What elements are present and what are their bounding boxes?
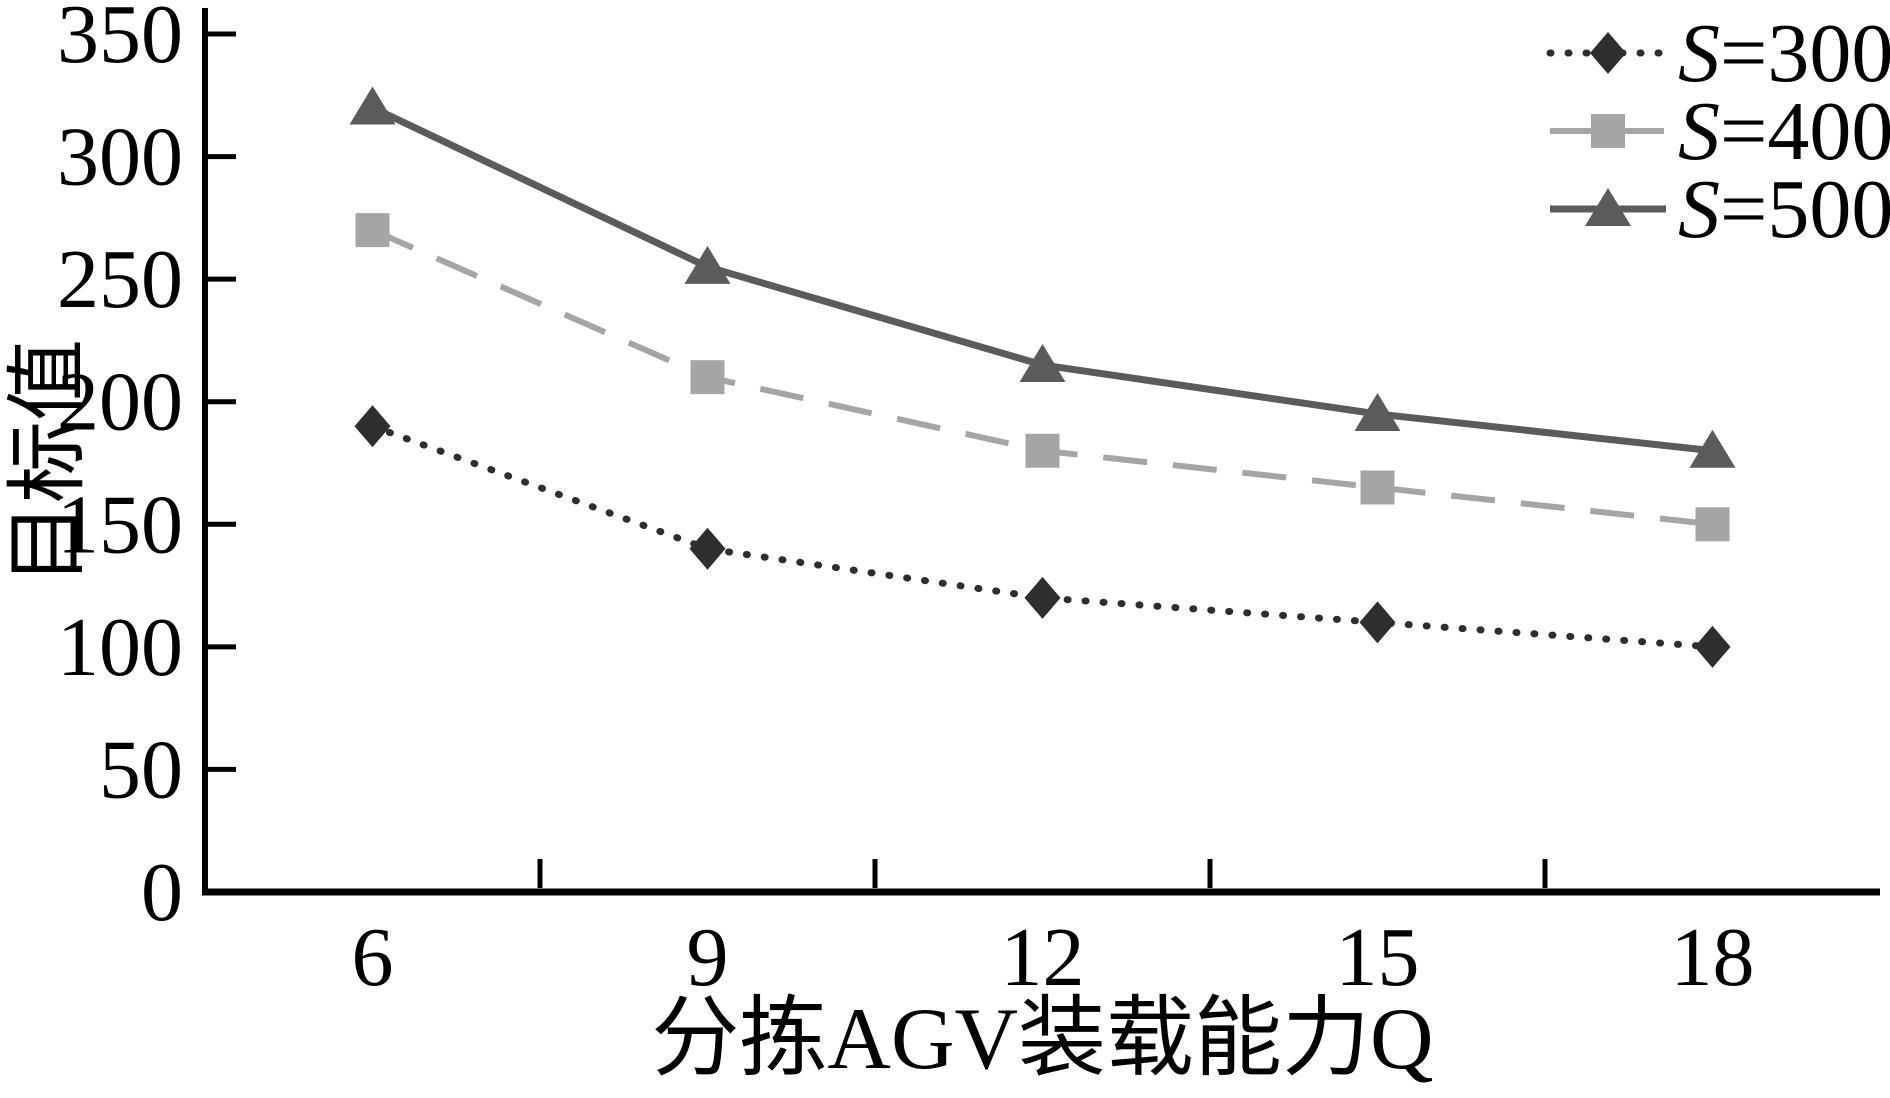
y-tick-label: 100 — [57, 601, 183, 694]
legend-marker — [1591, 114, 1625, 148]
x-tick-label: 12 — [1001, 911, 1085, 1004]
data-point-marker — [1019, 343, 1066, 382]
legend-item-s300: S=300 — [1546, 7, 1890, 100]
data-point-marker — [1695, 507, 1730, 542]
data-point-marker — [349, 86, 396, 125]
legend-label: S=300 — [1678, 7, 1890, 100]
legend-marker — [1590, 32, 1626, 74]
y-tick-label: 350 — [57, 0, 183, 81]
data-point-marker — [1025, 433, 1060, 468]
series-line — [369, 422, 1716, 651]
y-tick-label: 0 — [141, 846, 183, 939]
legend-label: S=400 — [1678, 85, 1890, 178]
series-s300 — [354, 405, 1731, 668]
y-tick-label: 50 — [99, 723, 183, 816]
x-tick-label: 15 — [1336, 911, 1420, 1004]
x-tick-label: 9 — [687, 911, 729, 1004]
data-point-marker — [1360, 470, 1395, 505]
data-point-marker — [1694, 625, 1731, 668]
legend-label: S=500 — [1678, 163, 1890, 256]
data-point-marker — [355, 213, 390, 248]
series-line — [370, 104, 1713, 455]
y-tick-label: 250 — [57, 233, 183, 326]
y-tick-label: 300 — [57, 111, 183, 204]
y-tick-label: 200 — [57, 356, 183, 449]
data-point-marker — [1689, 429, 1736, 468]
data-point-marker — [1359, 601, 1396, 644]
data-point-marker — [1024, 576, 1061, 619]
y-axis-title: 目标值 — [2, 338, 94, 586]
y-tick-label: 150 — [57, 478, 183, 571]
legend-marker — [1585, 188, 1631, 226]
series-s500 — [349, 86, 1736, 468]
data-point-marker — [690, 360, 725, 395]
legend-item-s500: S=500 — [1550, 163, 1890, 256]
data-point-marker — [689, 527, 726, 570]
x-tick-label: 18 — [1671, 911, 1755, 1004]
data-point-marker — [684, 245, 731, 284]
legend-item-s400: S=400 — [1550, 85, 1890, 178]
data-point-marker — [1354, 392, 1401, 431]
x-axis-title: 分拣AGV装载能力Q — [651, 991, 1434, 1088]
data-point-marker — [354, 405, 391, 448]
x-tick-label: 6 — [352, 911, 394, 1004]
series-s400 — [355, 213, 1730, 542]
